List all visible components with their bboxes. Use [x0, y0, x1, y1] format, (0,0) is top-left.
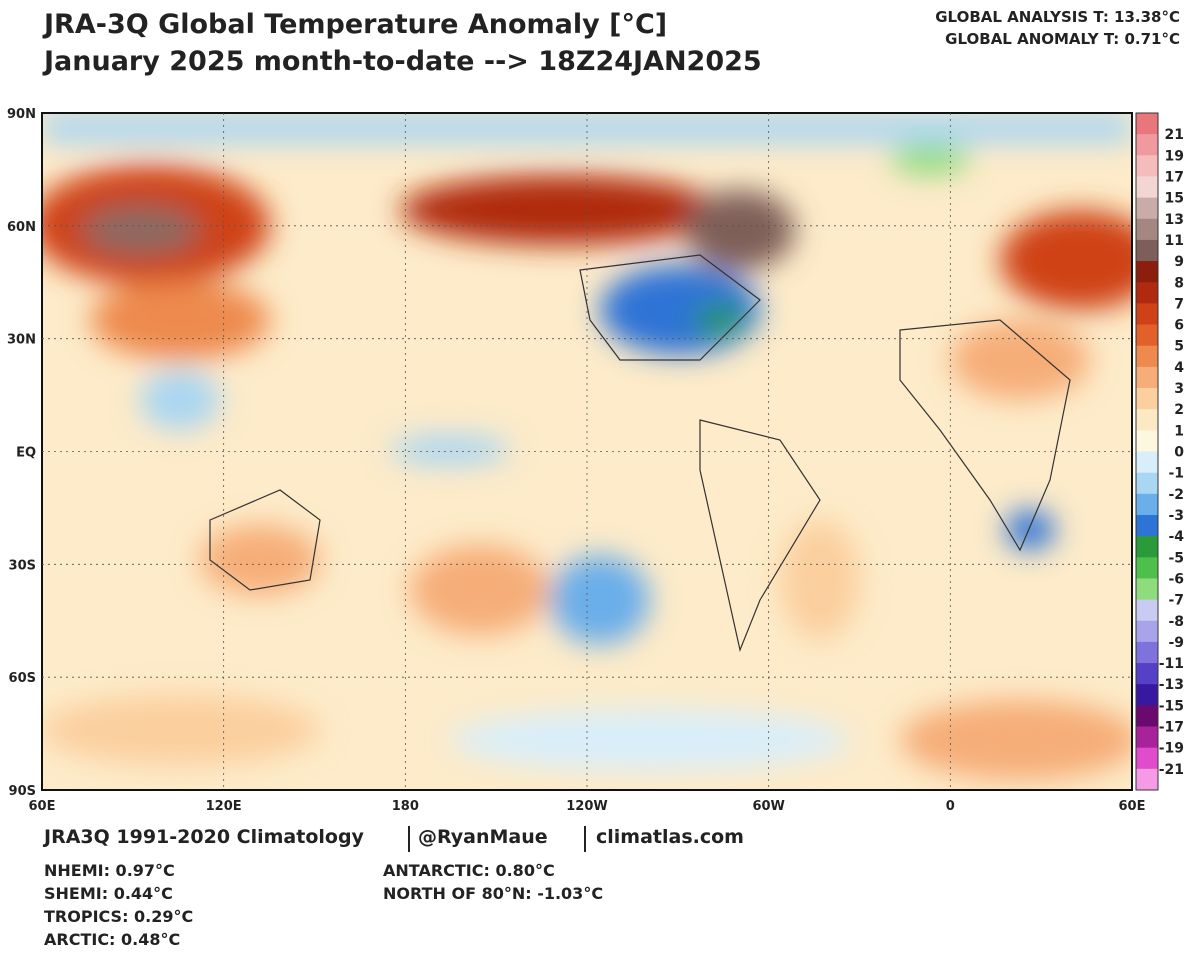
lat-label: 90N: [7, 107, 36, 122]
lat-label: 60S: [9, 671, 36, 686]
colorbar-swatch: [1136, 493, 1158, 516]
colorbar-label: 0: [1174, 445, 1184, 461]
colorbar-swatch: [1136, 684, 1158, 706]
colorbar-label: -3: [1168, 508, 1184, 524]
subtitle: January 2025 month-to-date --> 18Z24JAN2…: [42, 46, 762, 77]
lat-label: 30S: [9, 558, 36, 573]
colorbar-swatch: [1136, 726, 1158, 749]
colorbar-label: -5: [1168, 550, 1184, 566]
credit: @RyanMaue: [418, 826, 548, 848]
lon-label: 120W: [566, 799, 607, 814]
colorbar-swatch: [1136, 345, 1158, 368]
colorbar-swatch: [1136, 578, 1158, 601]
lat-label: EQ: [16, 446, 36, 461]
coastlines: [209, 254, 1071, 653]
colorbar-label: 4: [1174, 360, 1184, 376]
global-analysis: GLOBAL ANALYSIS T: 13.38°C: [935, 8, 1180, 26]
colorbar-swatch: [1136, 599, 1158, 622]
colorbar-label: 11: [1165, 233, 1184, 249]
lon-label: 60E: [29, 799, 56, 814]
lon-label: 120E: [206, 799, 242, 814]
colorbar-label: 15: [1165, 191, 1184, 207]
stat: TROPICS: 0.29°C: [44, 907, 193, 926]
colorbar-swatch: [1136, 197, 1158, 220]
lon-label: 60W: [752, 799, 784, 814]
colorbar-swatch: [1136, 324, 1158, 347]
colorbar-swatch: [1136, 451, 1158, 474]
colorbar-label: 5: [1174, 339, 1184, 355]
colorbar-label: 21: [1165, 127, 1184, 143]
colorbar-label: -8: [1168, 614, 1184, 630]
colorbar-label: -21: [1159, 762, 1184, 778]
colorbar-swatch: [1136, 409, 1158, 431]
stat: SHEMI: 0.44°C: [44, 884, 173, 903]
colorbar-swatch: [1136, 282, 1158, 304]
colorbar-swatch: [1136, 388, 1158, 410]
stat: NORTH OF 80°N: -1.03°C: [383, 884, 603, 903]
colorbar-label: -7: [1168, 593, 1184, 609]
colorbar-swatch: [1136, 303, 1158, 326]
lat-label: 90S: [9, 784, 36, 799]
colorbar-swatch: [1136, 620, 1158, 643]
colorbar-label: -11: [1159, 656, 1184, 672]
credit: JRA3Q 1991-2020 Climatology: [42, 826, 365, 848]
colorbar-swatch: [1136, 663, 1158, 685]
colorbar-swatch: [1136, 747, 1158, 770]
colorbar-swatch: [1136, 514, 1158, 537]
lon-label: 180: [392, 799, 419, 814]
colorbar-label: -9: [1168, 635, 1184, 651]
lon-label: 60E: [1119, 799, 1146, 814]
stat: NHEMI: 0.97°C: [44, 861, 175, 880]
colorbar-label: -13: [1159, 677, 1184, 693]
colorbar-label: 17: [1165, 169, 1184, 185]
colorbar-swatch: [1136, 536, 1158, 558]
colorbar-label: 9: [1174, 254, 1184, 270]
colorbar-label: 19: [1165, 148, 1184, 164]
colorbar-label: -15: [1159, 698, 1184, 714]
colorbar-swatch: [1136, 705, 1158, 728]
colorbar-label: -1: [1168, 466, 1184, 482]
colorbar-label: 7: [1174, 296, 1184, 312]
lat-label: 30N: [7, 333, 36, 348]
colorbar-swatch: [1136, 641, 1158, 664]
title: JRA-3Q Global Temperature Anomaly [°C]: [42, 9, 667, 40]
colorbar-swatch: [1136, 366, 1158, 389]
colorbar-label: -2: [1168, 487, 1184, 503]
colorbar-label: 3: [1174, 381, 1184, 397]
colorbar-label: -19: [1159, 741, 1184, 757]
colorbar-swatch: [1136, 430, 1158, 452]
global-anomaly: GLOBAL ANOMALY T: 0.71°C: [945, 30, 1180, 48]
colorbar-label: 13: [1165, 212, 1184, 228]
colorbar-swatch: [1136, 472, 1158, 495]
colorbar-frame: [1135, 112, 1159, 791]
colorbar-label: 1: [1174, 423, 1184, 439]
lon-label: 0: [946, 799, 955, 814]
stat: ANTARCTIC: 0.80°C: [383, 861, 555, 880]
colorbar-label: 6: [1174, 318, 1184, 334]
colorbar-swatch: [1136, 768, 1158, 791]
colorbar-label: -4: [1168, 529, 1184, 545]
colorbar-swatch: [1136, 239, 1158, 262]
colorbar-label: -6: [1168, 571, 1184, 587]
stat: ARCTIC: 0.48°C: [44, 930, 180, 949]
colorbar-swatch: [1136, 155, 1158, 177]
credit: climatlas.com: [596, 826, 744, 848]
colorbar-swatch: [1136, 261, 1158, 283]
colorbar-swatch: [1136, 113, 1158, 135]
colorbar-swatch: [1136, 134, 1158, 156]
colorbar-label: 2: [1174, 402, 1184, 418]
colorbar-swatch: [1136, 218, 1158, 241]
colorbar-label: -17: [1159, 720, 1184, 736]
lat-label: 60N: [7, 220, 36, 235]
colorbar-swatch: [1136, 176, 1158, 199]
colorbar-swatch: [1136, 557, 1158, 579]
colorbar-label: 8: [1174, 275, 1184, 291]
